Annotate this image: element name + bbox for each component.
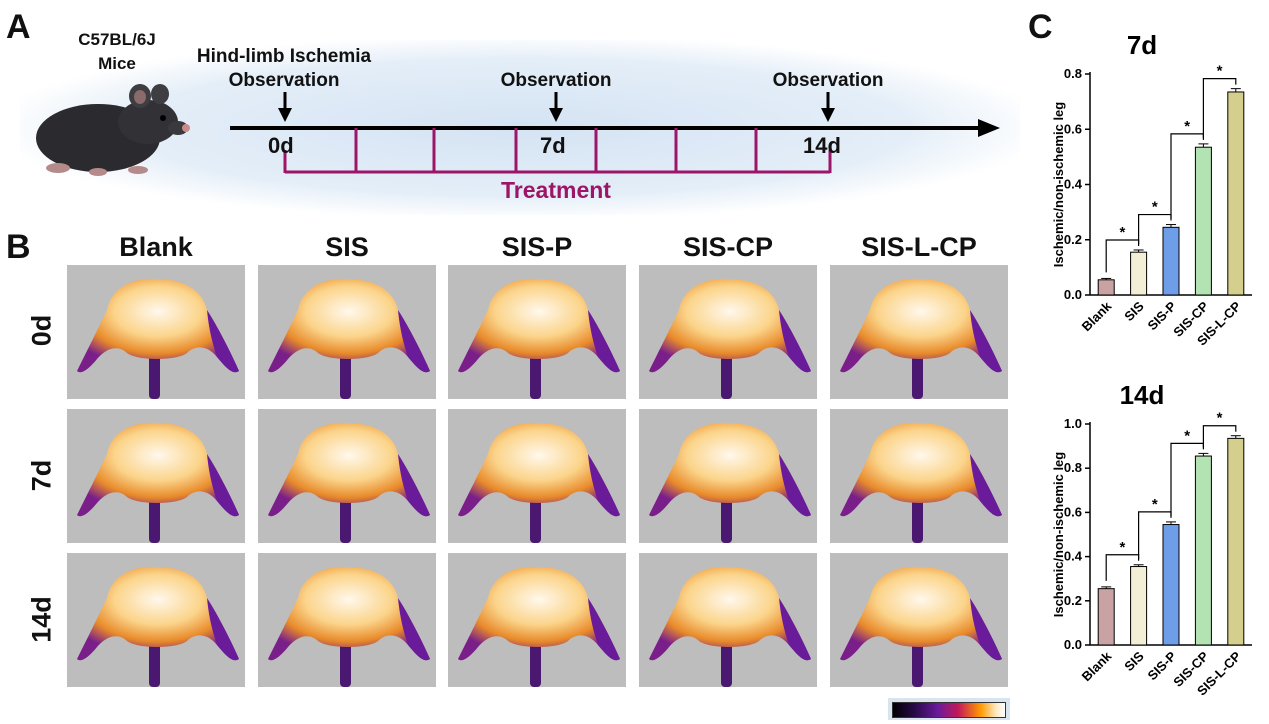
y-tick-label: 0.8: [1064, 66, 1082, 81]
bar-sis-l-cp: [1227, 91, 1245, 296]
row-header-14d: 14d: [26, 596, 57, 643]
perfusion-image-sis-14d: [258, 553, 436, 687]
significance-star: *: [1217, 410, 1223, 427]
timeline-diagram: [230, 92, 1000, 174]
perfusion-image-sis-l-cp-0d: [830, 265, 1008, 399]
perfusion-image-sis-p-14d: [448, 553, 626, 687]
perfusion-image-blank-0d: [67, 265, 245, 399]
chart-title: 14d: [1120, 380, 1165, 410]
perfusion-image-sis-cp-14d: [639, 553, 817, 687]
perfusion-image-blank-7d: [67, 409, 245, 543]
mouse-illustration: [36, 84, 190, 176]
timeline-arrowhead: [978, 119, 1000, 137]
bar-sis-cp: [1194, 146, 1212, 296]
y-tick-label: 0.2: [1064, 593, 1082, 608]
event-label-observation-14d: Observation: [772, 70, 884, 91]
chart-title: 7d: [1127, 30, 1157, 60]
event-label-observation-0d: Observation: [228, 70, 340, 91]
y-axis-label: Ischemic/non-ischemic leg: [1051, 102, 1066, 268]
x-tick-label: Blank: [1079, 648, 1115, 684]
day-label-14d: 14d: [803, 133, 841, 158]
bar-sis-l-cp: [1227, 437, 1245, 646]
panel-letter-b: B: [6, 228, 31, 266]
perfusion-image-sis-p-7d: [448, 409, 626, 543]
perfusion-image-sis-cp-7d: [639, 409, 817, 543]
perfusion-image-blank-14d: [67, 553, 245, 687]
column-header-sis-cp: SIS-CP: [682, 232, 774, 262]
significance-star: *: [1184, 118, 1190, 135]
panel-letter-c: C: [1028, 8, 1053, 46]
bar-sis: [1130, 566, 1148, 646]
column-header-sis-l-cp: SIS-L-CP: [861, 232, 977, 262]
day-label-0d: 0d: [268, 133, 294, 158]
perfusion-image-sis-p-0d: [448, 265, 626, 399]
row-header-0d: 0d: [26, 314, 57, 347]
y-tick-label: 0.6: [1064, 504, 1082, 519]
treatment-bracket: [283, 128, 832, 174]
bar-chart-7d: 7d Ischemic/non-ischemic leg 0.0 0.2 0.4 0.6 0…: [1051, 30, 1252, 348]
event-label-hindlimb: Hind-limb Ischemia: [196, 46, 372, 67]
observation-arrow-7d: [549, 92, 563, 122]
x-tick-label: Blank: [1079, 298, 1115, 334]
day-label-7d: 7d: [540, 133, 566, 158]
perfusion-image-sis-l-cp-7d: [830, 409, 1008, 543]
significance-bracket: [1202, 425, 1237, 448]
significance-bracket: [1202, 78, 1237, 138]
x-tick-label: SIS: [1121, 298, 1147, 324]
y-tick-label: 0.8: [1064, 460, 1082, 475]
significance-star: *: [1119, 224, 1125, 241]
panel-letter-a: A: [6, 8, 31, 46]
bar-sis: [1130, 251, 1148, 296]
column-header-sis-p: SIS-P: [501, 232, 573, 262]
y-tick-label: 0.4: [1064, 177, 1083, 192]
y-tick-label: 0.0: [1064, 637, 1082, 652]
x-tick-label: SIS: [1121, 648, 1147, 674]
mouse-strain-label: C57BL/6J: [78, 30, 156, 49]
perfusion-image-sis-l-cp-14d: [830, 553, 1008, 687]
perfusion-image-sis-0d: [258, 265, 436, 399]
bar-sis-cp: [1194, 455, 1212, 646]
perfusion-image-sis-7d: [258, 409, 436, 543]
observation-arrow-14d: [821, 92, 835, 122]
event-label-observation-7d: Observation: [500, 70, 612, 91]
significance-star: *: [1152, 199, 1158, 216]
significance-star: *: [1184, 427, 1190, 444]
perfusion-colorbar: [888, 698, 1010, 720]
significance-star: *: [1119, 539, 1125, 556]
row-header-7d: 7d: [26, 459, 57, 492]
bar-sis-p: [1162, 226, 1180, 296]
bar-blank: [1097, 279, 1115, 296]
mouse-label: Mice: [98, 54, 136, 73]
bar-chart-14d: 14d Ischemic/non-ischemic leg 0.0 0.2 0.4 0.6…: [1051, 380, 1252, 698]
column-header-blank: Blank: [119, 232, 193, 262]
treatment-label: Treatment: [501, 177, 611, 203]
significance-star: *: [1152, 496, 1158, 513]
y-tick-label: 1.0: [1064, 416, 1082, 431]
y-tick-label: 0.2: [1064, 232, 1082, 247]
column-header-sis: SIS: [325, 232, 369, 262]
y-tick-label: 0.4: [1064, 549, 1083, 564]
observation-arrow-0d: [278, 92, 292, 122]
y-tick-label: 0.0: [1064, 287, 1082, 302]
bar-blank: [1097, 588, 1115, 646]
significance-star: *: [1217, 63, 1223, 80]
y-axis-label: Ischemic/non-ischemic leg: [1051, 452, 1066, 618]
y-tick-label: 0.6: [1064, 121, 1082, 136]
perfusion-image-sis-cp-0d: [639, 265, 817, 399]
bar-sis-p: [1162, 524, 1180, 646]
